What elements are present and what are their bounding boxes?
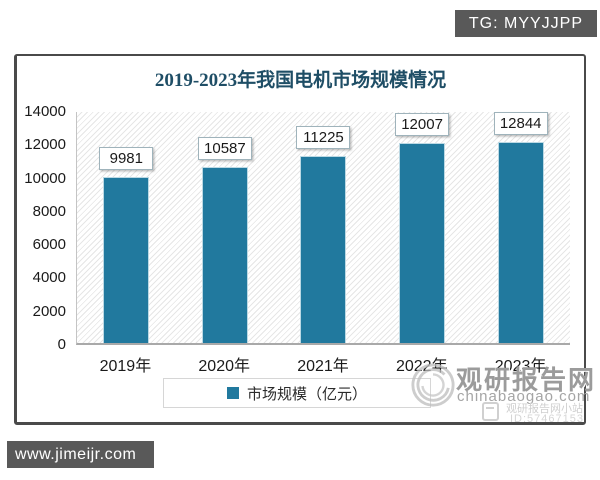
footer-url-text: www.jimeijr.com <box>15 445 137 463</box>
bar-value-label: 12007 <box>395 113 450 137</box>
y-axis-tick-label: 0 <box>57 336 66 353</box>
bar <box>399 143 446 343</box>
chart-frame: 2019-2023年我国电机市场规模情况 0 2000 4000 6000 8000 10… <box>14 54 586 425</box>
bar-value-label: 12844 <box>493 112 548 135</box>
tg-contact-text: TG: MYYJJPP <box>468 14 583 32</box>
y-axis-tick-label: 6000 <box>32 236 66 254</box>
x-axis: 2019年 2020年 2021年 2022年 2023年 <box>76 352 570 376</box>
bar-slot: 12007 <box>373 112 472 343</box>
y-axis-tick-label: 2000 <box>32 302 66 320</box>
bar-slot: 12844 <box>471 112 570 343</box>
bar-value-label: 11225 <box>296 126 351 150</box>
chart-title: 2019-2023年我国电机市场规模情况 <box>154 70 447 91</box>
legend-swatch-icon <box>226 387 239 399</box>
bar <box>201 166 248 343</box>
bar-slot: 9981 <box>77 112 176 343</box>
bar <box>497 142 544 343</box>
chart-legend: 市场规模（亿元） <box>163 378 431 408</box>
bar <box>103 176 150 343</box>
y-axis-tick-label: 4000 <box>32 269 66 287</box>
y-axis-tick-label: 8000 <box>32 202 66 220</box>
tg-contact-badge: TG: MYYJJPP <box>454 10 597 37</box>
footer-url-bar: www.jimeijr.com <box>7 441 154 468</box>
x-axis-tick-label: 2023年 <box>494 358 547 375</box>
bar <box>300 156 347 343</box>
legend-label: 市场规模（亿元） <box>246 385 367 403</box>
x-axis-tick-label: 2019年 <box>99 358 152 375</box>
y-axis-tick-label: 14000 <box>24 103 66 120</box>
y-axis-tick-label: 10000 <box>24 169 66 187</box>
x-axis-tick-label: 2021年 <box>297 358 349 375</box>
bar-slot: 10587 <box>176 112 275 343</box>
x-axis-tick-label: 2022年 <box>395 358 448 375</box>
y-axis: 0 2000 4000 6000 8000 10000 12000 14000 <box>18 104 70 353</box>
bar-value-label: 9981 <box>99 146 154 170</box>
x-axis-tick-label: 2020年 <box>198 358 250 375</box>
bar-value-label: 10587 <box>197 136 252 160</box>
y-axis-tick-label: 12000 <box>24 136 66 154</box>
bar-slot: 11225 <box>274 112 373 343</box>
plot-area: 0 2000 4000 6000 8000 10000 12000 14000 9981 105… <box>24 104 570 353</box>
